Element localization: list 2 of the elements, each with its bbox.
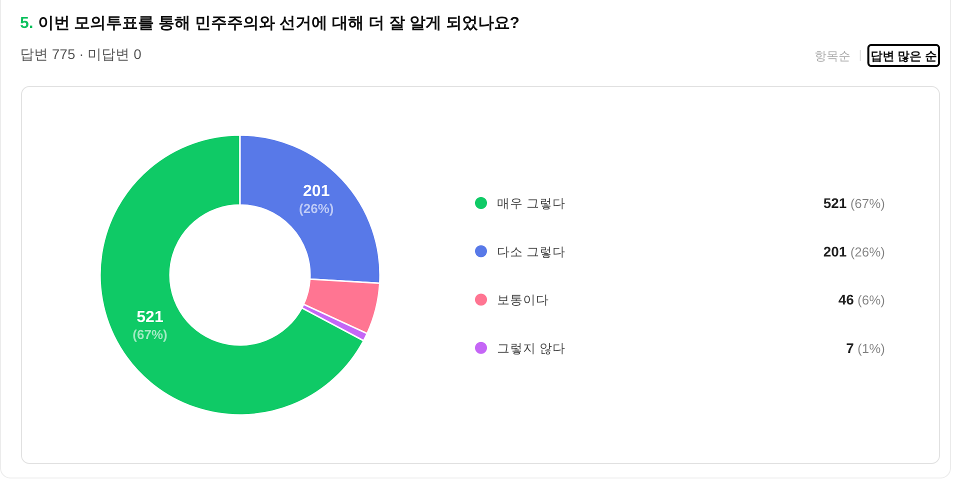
title: 5. 이번 모의투표를 통해 민주주의와 선거에 대해 더 잘 알게 되었나요? bbox=[20, 15, 520, 32]
subtitle: 답변 775 · 미답변 0 bbox=[20, 46, 142, 62]
